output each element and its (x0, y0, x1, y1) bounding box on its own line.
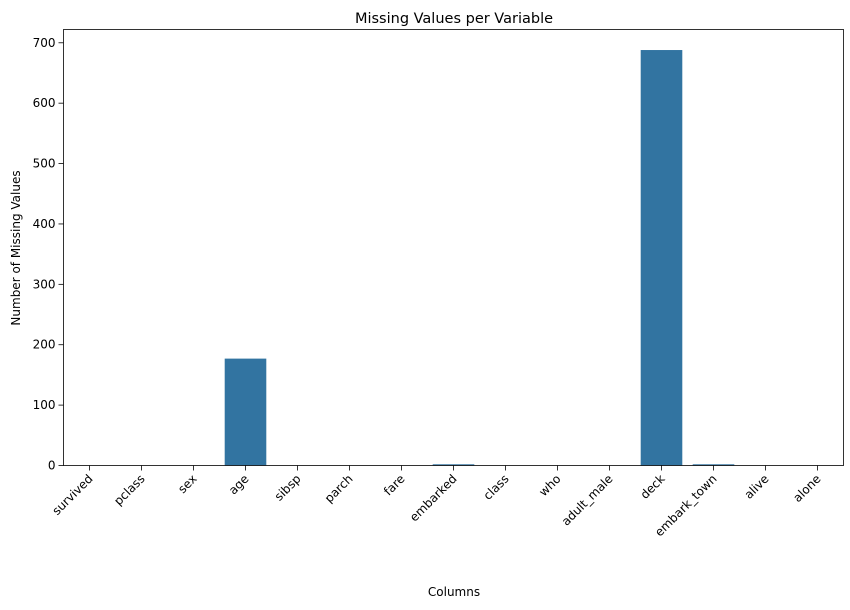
x-tick-label: who (536, 472, 563, 499)
x-tick-label: sibsp (272, 472, 304, 504)
x-tick-label: pclass (111, 472, 147, 508)
x-tick-label: alone (790, 472, 823, 505)
y-axis: 0 100 200 300 400 500 600 700 (33, 36, 64, 473)
x-tick-label: fare (381, 472, 408, 499)
y-tick-label: 600 (33, 96, 56, 110)
y-tick-label: 100 (33, 398, 56, 412)
bars-group (224, 50, 735, 466)
plot-frame (63, 29, 844, 466)
y-tick-label: 700 (33, 36, 56, 50)
x-tick-label: embarked (407, 472, 460, 525)
y-tick-label: 200 (33, 338, 56, 352)
x-tick-label: age (226, 472, 252, 498)
x-axis-label: Columns (428, 585, 480, 599)
y-tick-label: 400 (33, 217, 56, 231)
y-axis-label: Number of Missing Values (9, 170, 23, 325)
x-tick-label: class (481, 472, 512, 503)
bar-age (224, 358, 267, 466)
y-tick-label: 0 (48, 459, 56, 473)
x-tick-label: alive (742, 472, 772, 502)
chart-title: Missing Values per Variable (355, 11, 553, 27)
y-tick-label: 300 (33, 277, 56, 291)
x-tick-label: parch (322, 472, 356, 506)
x-tick-label: sex (175, 472, 199, 496)
bar-deck (640, 50, 683, 466)
y-tick-label: 500 (33, 157, 56, 171)
x-tick-label: deck (638, 472, 668, 502)
x-axis: survived pclass sex age sibsp parch fare embark… (49, 465, 824, 539)
x-tick-label: adult_male (559, 472, 616, 529)
x-tick-label: survived (49, 472, 95, 518)
bar-embarked (432, 464, 475, 466)
bar-embark_town (692, 464, 735, 466)
